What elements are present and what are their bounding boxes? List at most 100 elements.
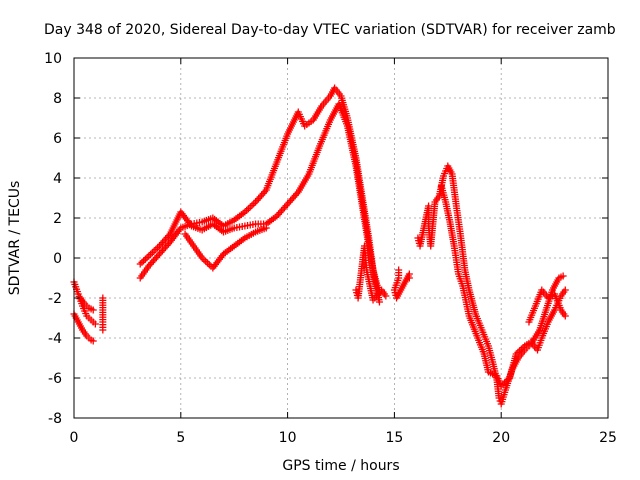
data-point bbox=[363, 266, 377, 302]
y-tick-label: -4 bbox=[48, 331, 62, 347]
data-point bbox=[375, 298, 383, 306]
y-tick-label: 6 bbox=[53, 131, 62, 147]
data-point bbox=[544, 308, 558, 326]
data-point bbox=[262, 160, 280, 194]
data-point bbox=[220, 217, 236, 230]
data-point bbox=[294, 172, 312, 196]
data-point bbox=[89, 337, 97, 345]
data-point bbox=[187, 222, 204, 233]
data-point bbox=[405, 274, 413, 282]
data-point bbox=[551, 290, 564, 312]
data-point bbox=[525, 304, 538, 326]
plot-frame bbox=[73, 57, 609, 419]
data-point bbox=[446, 218, 458, 248]
series-trace-l bbox=[352, 242, 390, 304]
data-point bbox=[337, 92, 351, 120]
data-point bbox=[444, 162, 455, 176]
data-point bbox=[506, 352, 520, 382]
data-point bbox=[284, 110, 301, 138]
data-point bbox=[198, 215, 215, 226]
data-point bbox=[457, 232, 469, 272]
series-trace-c bbox=[76, 294, 97, 314]
data-point bbox=[454, 270, 466, 288]
data-point bbox=[472, 310, 485, 332]
series-trace-f bbox=[136, 100, 383, 306]
data-point bbox=[190, 242, 205, 260]
data-point bbox=[559, 272, 567, 280]
data-point bbox=[497, 376, 512, 390]
data-point bbox=[241, 229, 257, 242]
data-point bbox=[166, 210, 184, 238]
data-point bbox=[352, 162, 366, 208]
y-tick-label: 8 bbox=[53, 91, 62, 107]
data-point bbox=[538, 286, 551, 300]
y-tick-label: -6 bbox=[48, 371, 62, 387]
data-point bbox=[301, 118, 315, 130]
data-point bbox=[452, 202, 464, 238]
data-point bbox=[89, 306, 97, 314]
data-point bbox=[181, 230, 196, 248]
data-point bbox=[273, 132, 291, 166]
data-point bbox=[209, 214, 226, 229]
y-tick-label: 4 bbox=[53, 171, 62, 187]
data-point bbox=[316, 118, 333, 150]
data-point bbox=[561, 286, 569, 294]
data-point bbox=[230, 235, 247, 250]
series-trace-d bbox=[99, 294, 107, 334]
data-point bbox=[474, 334, 487, 356]
data-point bbox=[70, 278, 81, 296]
data-point bbox=[155, 232, 173, 250]
data-point bbox=[484, 368, 499, 379]
y-tick-label: -8 bbox=[48, 411, 62, 427]
data-point bbox=[273, 202, 290, 220]
series-trace-b bbox=[70, 310, 97, 345]
data-point bbox=[448, 170, 460, 208]
data-point bbox=[145, 252, 162, 270]
data-point bbox=[262, 213, 279, 228]
data-point bbox=[391, 274, 403, 292]
series-trace-g bbox=[181, 224, 270, 272]
axis-ticks bbox=[73, 57, 609, 419]
x-tick-label: 10 bbox=[279, 430, 297, 446]
y-tick-label: -2 bbox=[48, 291, 62, 307]
data-point bbox=[220, 243, 236, 258]
data-point bbox=[155, 240, 173, 258]
data-point bbox=[99, 326, 107, 334]
x-tick-label: 15 bbox=[385, 430, 403, 446]
series-trace-k bbox=[525, 286, 569, 326]
data-point bbox=[465, 312, 481, 340]
series-trace-h bbox=[390, 266, 413, 302]
x-tick-label: 5 bbox=[176, 430, 185, 446]
data-point bbox=[262, 224, 270, 232]
data-point bbox=[440, 165, 451, 180]
data-point bbox=[136, 254, 151, 268]
y-tick-label: 0 bbox=[53, 251, 62, 267]
data-point bbox=[548, 276, 562, 294]
data-point bbox=[497, 388, 509, 408]
axis-tick-labels: 0 5 10 15 20 25 -8 -6 -4 -2 0 2 4 6 8 10 bbox=[44, 51, 617, 446]
x-tick-label: 20 bbox=[492, 430, 510, 446]
data-point bbox=[343, 122, 359, 168]
data-point bbox=[512, 344, 527, 358]
data-point bbox=[220, 225, 236, 236]
chart-title: Day 348 of 2020, Sidereal Day-to-day VTE… bbox=[44, 22, 616, 38]
y-tick-label: 2 bbox=[53, 211, 62, 227]
data-point bbox=[450, 242, 462, 276]
data-point bbox=[241, 221, 257, 230]
data-point bbox=[442, 198, 453, 224]
data-point bbox=[230, 209, 247, 224]
data-point bbox=[198, 221, 215, 234]
data-point bbox=[561, 312, 569, 320]
data-point bbox=[382, 292, 390, 300]
x-axis-label: GPS time / hours bbox=[282, 458, 399, 474]
data-point bbox=[305, 144, 323, 178]
data-point bbox=[241, 200, 258, 216]
x-tick-label: 25 bbox=[599, 430, 617, 446]
data-points bbox=[70, 84, 569, 408]
data-point bbox=[531, 288, 545, 310]
data-point bbox=[536, 308, 549, 334]
series-trace-e bbox=[136, 84, 383, 298]
data-point bbox=[360, 242, 370, 272]
x-tick-label: 0 bbox=[70, 430, 79, 446]
